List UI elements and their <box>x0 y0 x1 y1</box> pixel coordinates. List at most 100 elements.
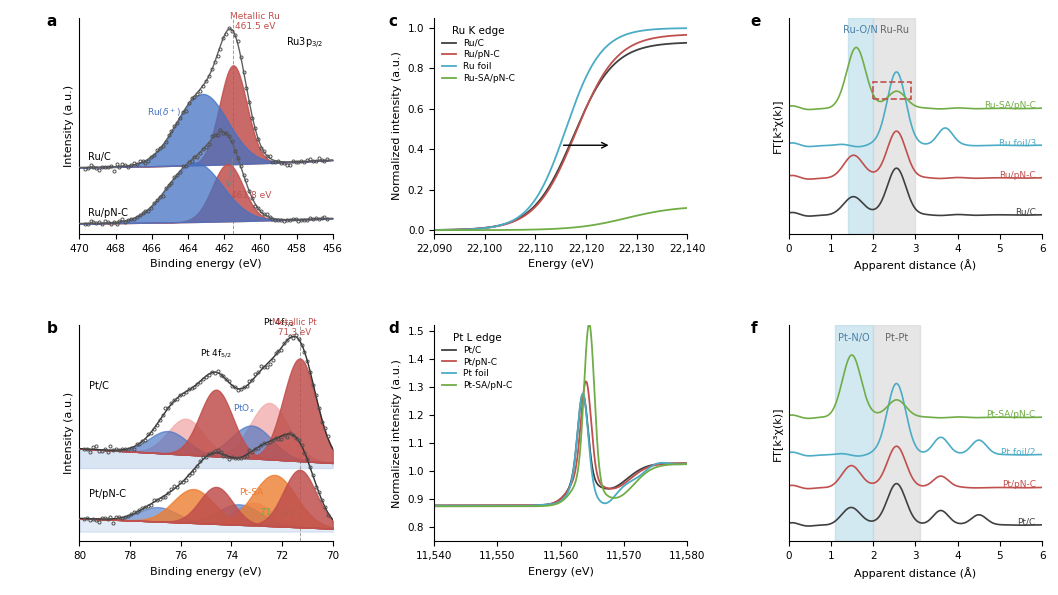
X-axis label: Energy (eV): Energy (eV) <box>528 259 594 270</box>
Pt/C <box>636 465 649 472</box>
Pt/pN-C <box>548 499 561 506</box>
Ru-SA/pN-C <box>675 205 688 212</box>
Bar <box>835 325 873 541</box>
Ru-SA/pN-C <box>549 225 562 232</box>
Ru foil <box>565 111 578 118</box>
Y-axis label: Intensity (a.u.): Intensity (a.u.) <box>63 392 74 474</box>
Text: b: b <box>47 321 57 336</box>
Text: Ru/pN-C: Ru/pN-C <box>89 208 128 218</box>
Pt/C <box>427 502 440 509</box>
Legend: Ru/C, Ru/pN-C, Ru foil, Ru-SA/pN-C: Ru/C, Ru/pN-C, Ru foil, Ru-SA/pN-C <box>439 23 518 86</box>
Text: e: e <box>751 14 761 29</box>
Pt foil <box>681 461 694 468</box>
Ru-SA/pN-C <box>548 226 561 233</box>
Pt foil <box>565 477 578 484</box>
Ru/C <box>681 39 694 46</box>
Pt foil <box>427 502 440 509</box>
X-axis label: Energy (eV): Energy (eV) <box>528 566 594 577</box>
Text: Pt/C: Pt/C <box>90 381 109 391</box>
Text: Pt/C: Pt/C <box>1018 518 1036 527</box>
Pt/C <box>675 460 688 467</box>
Ru/C <box>549 171 562 178</box>
Bar <box>873 82 911 99</box>
Ru-SA/pN-C <box>636 211 649 218</box>
Bar <box>873 18 915 234</box>
Text: Ru foil/3: Ru foil/3 <box>999 138 1036 147</box>
Line: Ru/C: Ru/C <box>434 43 688 230</box>
Pt/pN-C <box>579 380 591 387</box>
Text: d: d <box>388 321 399 336</box>
Pt/pN-C <box>549 498 562 505</box>
Text: Pt-SA: Pt-SA <box>239 488 263 497</box>
X-axis label: Binding energy (eV): Binding energy (eV) <box>150 259 261 270</box>
Pt/C <box>577 391 589 398</box>
X-axis label: Apparent distance (Å): Apparent distance (Å) <box>855 259 977 271</box>
Pt/pN-C <box>427 502 440 509</box>
Ru foil <box>427 227 440 234</box>
Text: Metallic Pt: Metallic Pt <box>272 318 317 327</box>
Pt foil <box>550 500 563 507</box>
X-axis label: Binding energy (eV): Binding energy (eV) <box>150 566 261 577</box>
Ru foil <box>549 153 562 160</box>
Ru foil <box>579 76 591 83</box>
Text: f: f <box>751 321 758 336</box>
Pt-SA/pN-C <box>427 503 440 510</box>
Pt-SA/pN-C <box>675 461 688 468</box>
Pt-SA/pN-C <box>549 500 562 508</box>
Bar <box>873 325 919 541</box>
Ru foil <box>675 24 688 32</box>
Text: Ru/pN-C: Ru/pN-C <box>999 171 1036 180</box>
Pt foil <box>548 500 561 507</box>
Pt-SA/pN-C <box>579 368 591 375</box>
Ru foil <box>681 24 694 32</box>
Text: Ru3p$_{3/2}$: Ru3p$_{3/2}$ <box>287 36 324 51</box>
Ru foil <box>636 27 649 35</box>
Text: Ru/C: Ru/C <box>89 152 111 162</box>
Text: Ru-Ru: Ru-Ru <box>880 25 909 35</box>
Ru-SA/pN-C <box>579 223 591 230</box>
Text: 71.3 eV: 71.3 eV <box>278 328 311 337</box>
Pt-SA/pN-C <box>583 321 596 328</box>
Pt foil <box>577 390 589 397</box>
X-axis label: Apparent distance (Å): Apparent distance (Å) <box>855 566 977 578</box>
Ru/C <box>427 227 440 234</box>
Pt/pN-C <box>675 460 688 467</box>
Pt-SA/pN-C <box>681 461 694 468</box>
Ru-SA/pN-C <box>427 227 440 234</box>
Line: Pt foil: Pt foil <box>434 393 688 506</box>
Ru-SA/pN-C <box>565 224 578 231</box>
Pt/C <box>548 499 561 506</box>
Legend: Pt/C, Pt/pN-C, Pt foil, Pt-SA/pN-C: Pt/C, Pt/pN-C, Pt foil, Pt-SA/pN-C <box>439 330 516 394</box>
Line: Ru-SA/pN-C: Ru-SA/pN-C <box>434 208 688 230</box>
Ru/C <box>636 45 649 52</box>
Text: Pt foil/2: Pt foil/2 <box>1001 447 1036 456</box>
Text: Pt/pN-C: Pt/pN-C <box>1002 480 1036 489</box>
Text: Ru-O/N: Ru-O/N <box>843 25 878 35</box>
Pt foil <box>517 502 530 509</box>
Ru/C <box>675 39 688 46</box>
Y-axis label: FT[k³χ(k)]: FT[k³χ(k)] <box>773 99 783 154</box>
Ru/pN-C <box>675 32 688 39</box>
Pt foil <box>637 470 650 477</box>
Pt/pN-C <box>681 460 694 467</box>
Ru/pN-C <box>427 227 440 234</box>
Line: Ru foil: Ru foil <box>434 28 688 230</box>
Pt foil <box>676 461 689 468</box>
Text: Pt 4f$_{5/2}$: Pt 4f$_{5/2}$ <box>200 347 232 360</box>
Line: Pt/pN-C: Pt/pN-C <box>434 381 688 506</box>
Ru/pN-C <box>681 32 694 39</box>
Y-axis label: FT[k³χ(k)]: FT[k³χ(k)] <box>773 406 783 461</box>
Line: Pt/C: Pt/C <box>434 394 688 506</box>
Pt-SA/pN-C <box>565 488 578 495</box>
Ru/pN-C <box>579 107 591 114</box>
Text: 71.3 eV: 71.3 eV <box>259 508 294 516</box>
Pt/pN-C <box>565 481 578 488</box>
Ru/pN-C <box>636 38 649 45</box>
Line: Ru/pN-C: Ru/pN-C <box>434 35 688 230</box>
Pt/C <box>549 499 562 506</box>
Pt foil <box>580 406 592 413</box>
Y-axis label: Normalized intensity (a.u.): Normalized intensity (a.u.) <box>393 359 402 508</box>
Bar <box>847 18 873 234</box>
Pt-SA/pN-C <box>636 472 649 480</box>
Ru/pN-C <box>565 140 578 147</box>
